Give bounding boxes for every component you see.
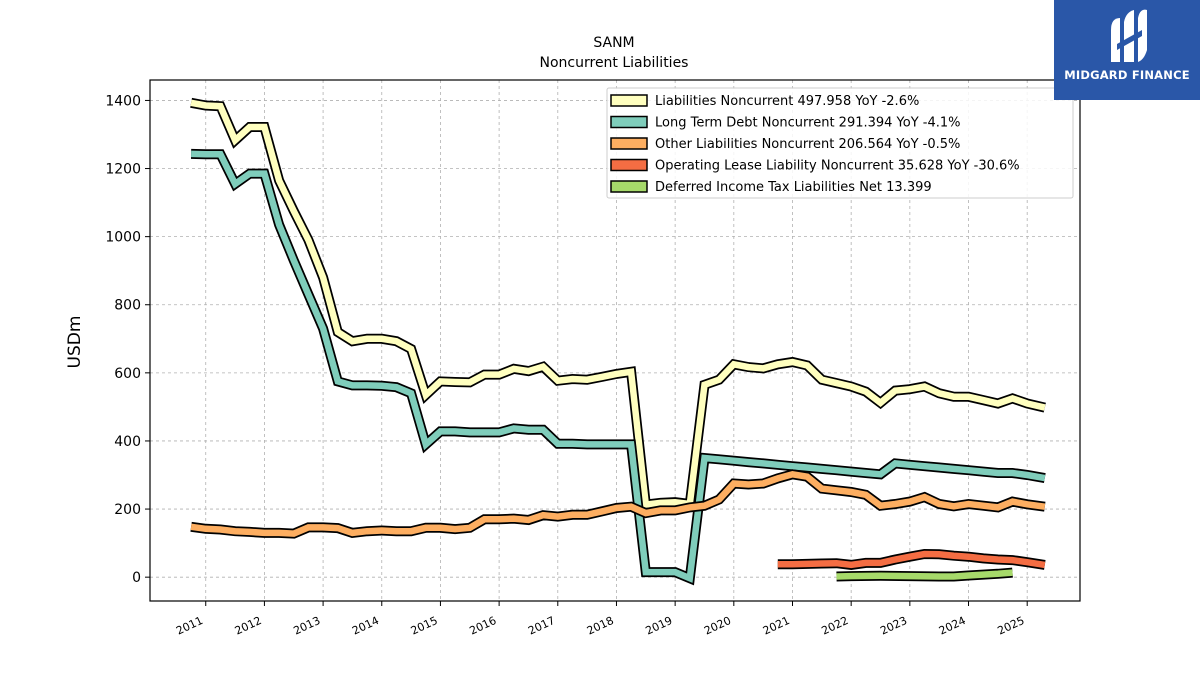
series-layer — [190, 97, 1046, 586]
legend-swatch — [610, 94, 648, 107]
legend-box — [606, 87, 1074, 199]
series-3 — [777, 548, 1046, 570]
y-tick-label: 1000 — [105, 230, 141, 246]
y-tick-label: 400 — [114, 434, 141, 450]
legend-swatch — [610, 137, 648, 150]
series-line — [190, 99, 1046, 509]
legend-swatch — [610, 158, 648, 172]
series-4 — [836, 567, 1013, 582]
chart-title: SANM — [593, 35, 634, 51]
series-1 — [190, 148, 1046, 586]
y-tick-label: 1200 — [105, 162, 141, 178]
y-tick-label: 600 — [114, 366, 141, 382]
series-line — [836, 569, 1013, 580]
legend-swatch — [610, 115, 648, 129]
stylized-m-icon — [1111, 9, 1147, 62]
brand-logo: MIDGARD FINANCE — [1054, 0, 1200, 100]
y-ticks: 0 200 400 600 800 1000 1200 1400 — [105, 93, 150, 586]
y-tick-label: 200 — [114, 502, 141, 518]
y-tick-label: 0 — [132, 570, 141, 586]
series-2 — [190, 469, 1046, 539]
legend: Liabilities Noncurrent 497.958 YoY -2.6%… — [606, 87, 1074, 199]
legend-entry: Deferred Income Tax Liabilities Net 13.3… — [655, 180, 932, 195]
series-line — [191, 150, 1046, 583]
brand-logo-text: MIDGARD FINANCE — [1064, 68, 1190, 82]
series-line — [777, 550, 1046, 569]
chart-subtitle: Noncurrent Liabilities — [540, 55, 689, 71]
y-axis-label: USDm — [65, 316, 85, 369]
legend-entry: Long Term Debt Noncurrent 291.394 YoY -4… — [655, 116, 961, 131]
series-0 — [190, 97, 1046, 511]
legend-entry: Operating Lease Liability Noncurrent 35.… — [655, 159, 1020, 174]
legend-entry: Liabilities Noncurrent 497.958 YoY -2.6% — [655, 94, 919, 109]
y-tick-label: 1400 — [105, 93, 141, 109]
legend-entry: Other Liabilities Noncurrent 206.564 YoY… — [655, 137, 960, 152]
legend-swatch — [610, 180, 648, 193]
plot-frame — [149, 79, 1081, 602]
y-tick-label: 800 — [114, 298, 141, 314]
series-line — [190, 470, 1046, 537]
